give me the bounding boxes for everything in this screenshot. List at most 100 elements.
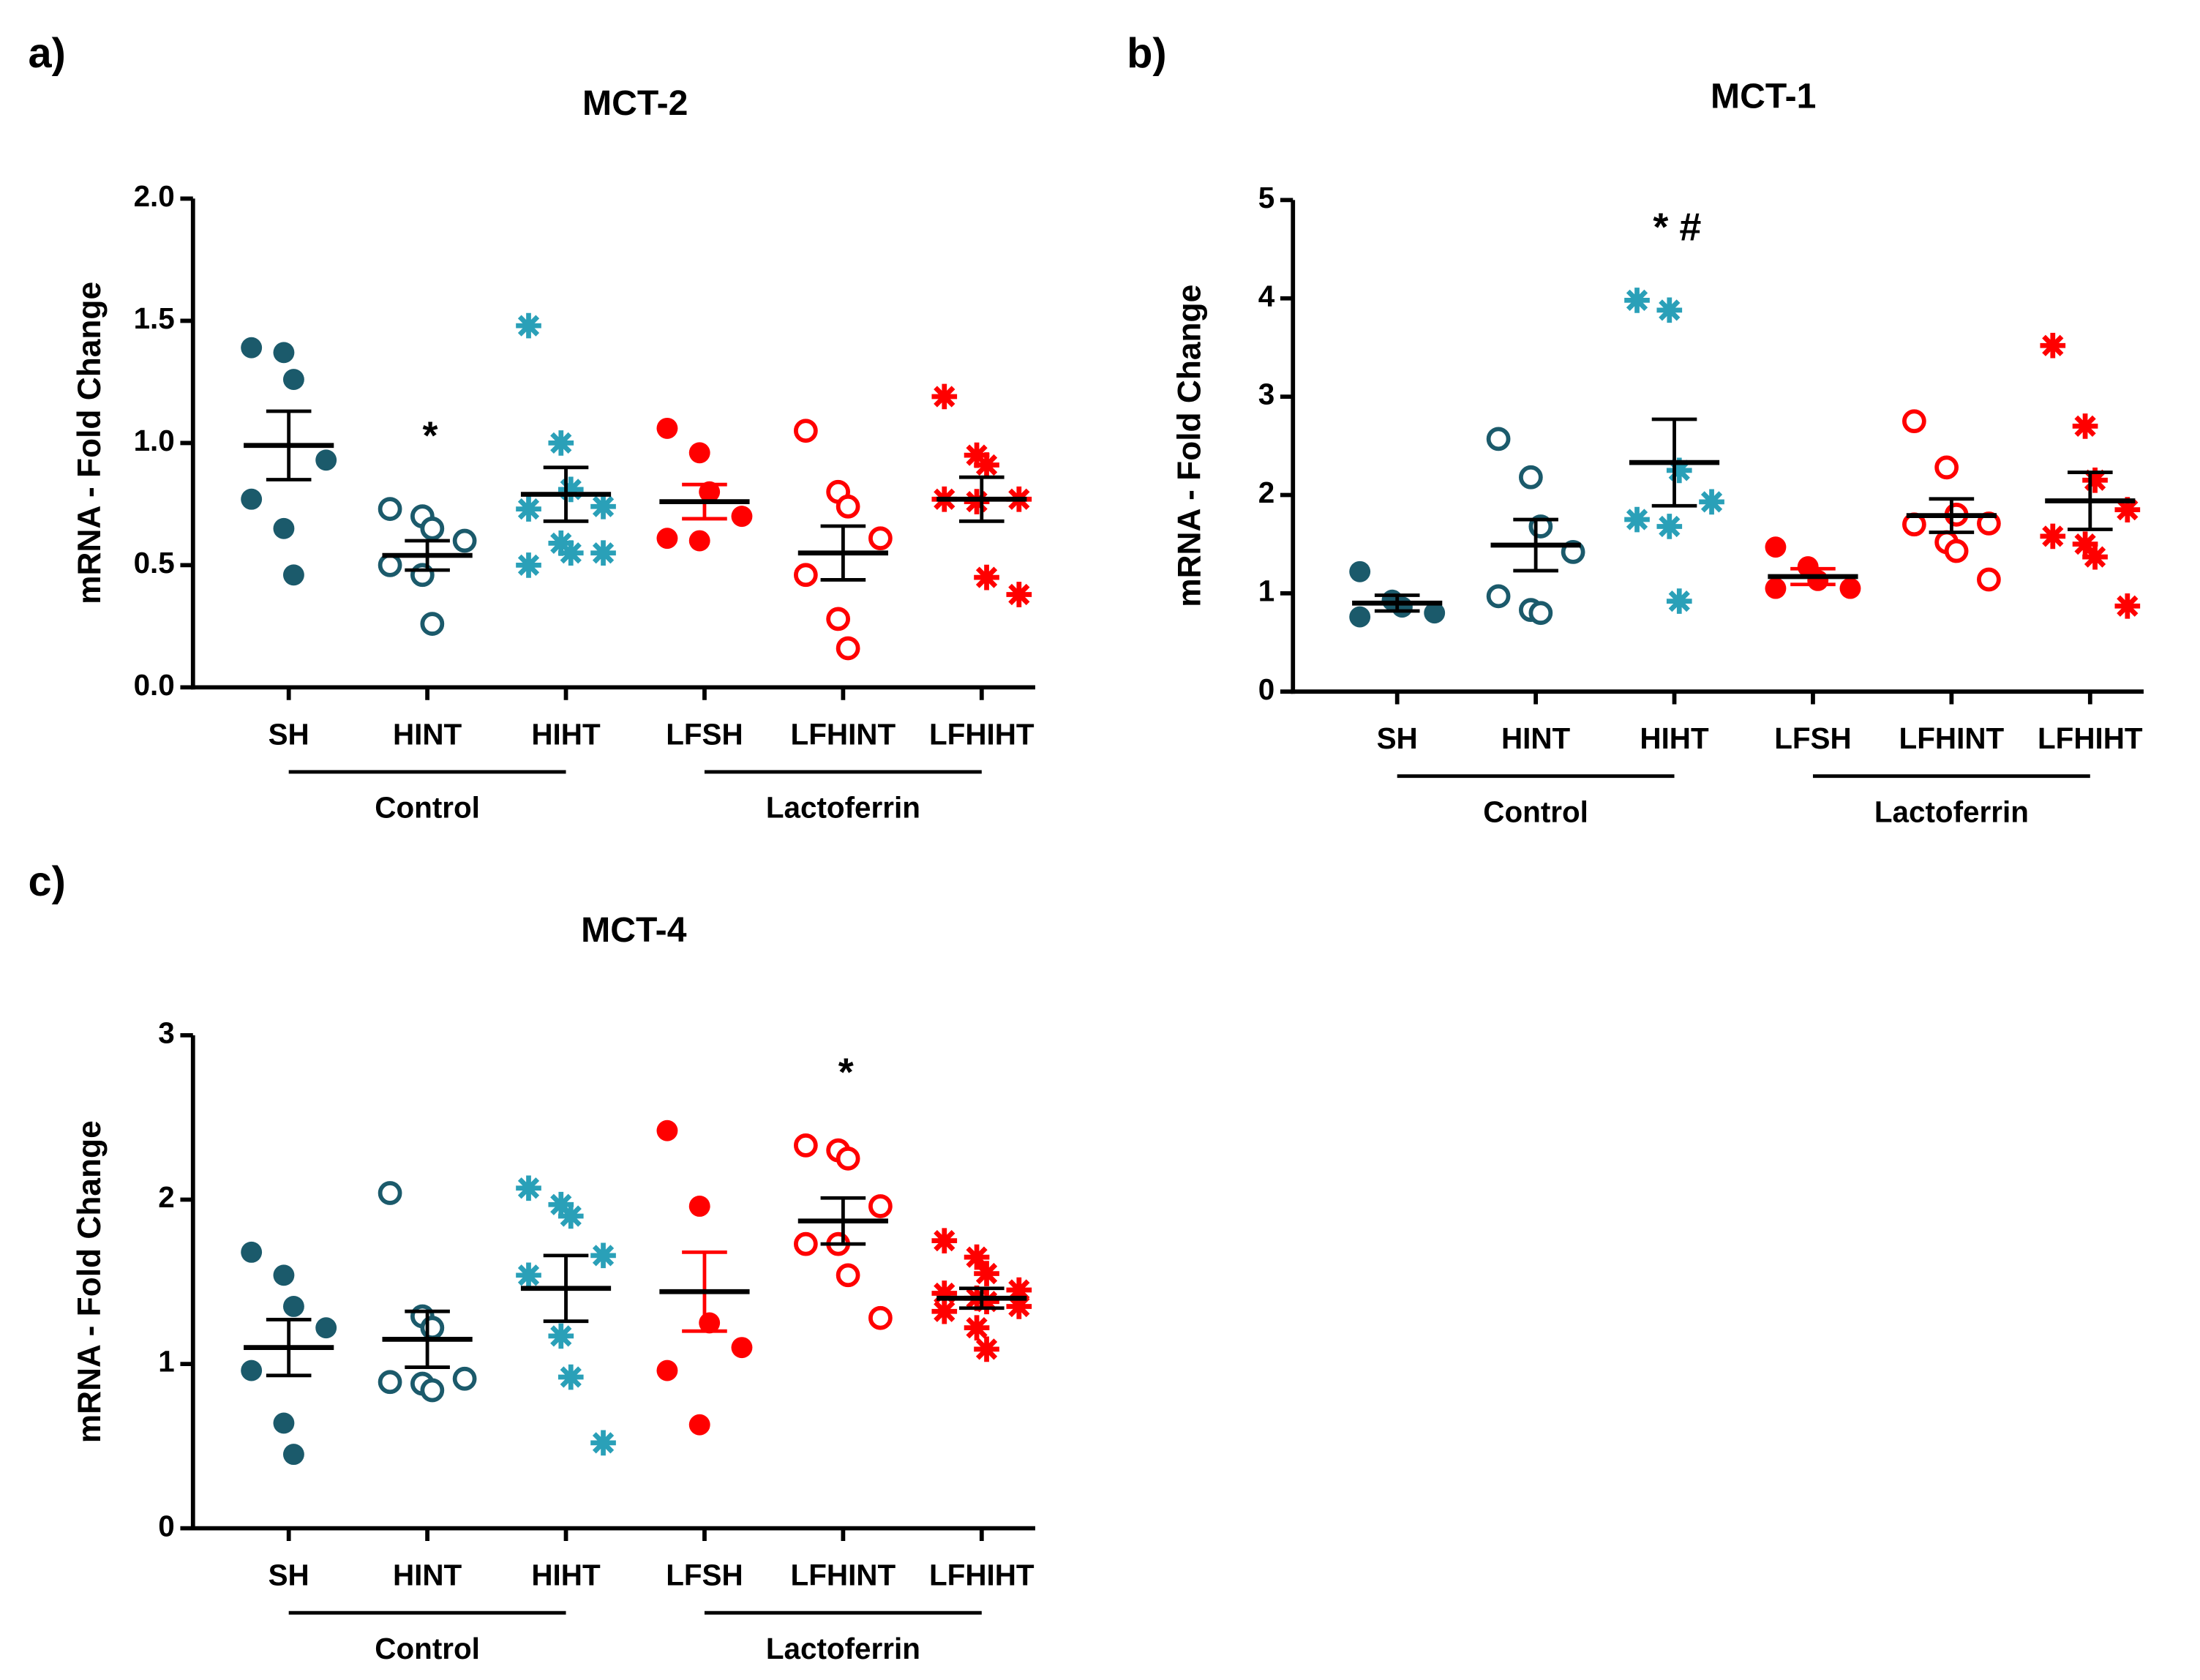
- data-point: [1486, 427, 1511, 451]
- y-tick-label: 2: [1258, 476, 1274, 509]
- x-tick-label: SH: [269, 1559, 309, 1592]
- data-point: [731, 1337, 753, 1359]
- x-tick-label: HINT: [393, 717, 462, 751]
- data-point: [557, 476, 584, 503]
- data-point: [868, 526, 893, 551]
- data-point: [868, 1305, 893, 1330]
- y-tick-label: 0.0: [134, 668, 175, 702]
- data-point: [548, 430, 574, 456]
- data-point: [282, 1444, 304, 1466]
- data-point: [793, 563, 818, 588]
- data-point: [516, 1262, 541, 1289]
- data-point: [1656, 514, 1683, 539]
- data-point: [273, 1412, 295, 1434]
- data-point: [836, 1263, 860, 1288]
- data-point: [2040, 523, 2066, 550]
- y-tick-label: 2.0: [134, 179, 175, 213]
- data-point: [315, 449, 337, 471]
- data-point: [420, 1316, 445, 1340]
- x-tick-label: LFSH: [1774, 721, 1852, 755]
- data-point: [793, 1231, 818, 1256]
- group-label: Lactoferrin: [766, 1632, 920, 1665]
- data-point: [964, 442, 990, 468]
- data-point: [1486, 584, 1511, 609]
- data-point: [590, 1430, 616, 1456]
- chart-title: MCT-4: [581, 910, 687, 950]
- data-point: [516, 312, 541, 339]
- data-point: [1424, 602, 1446, 624]
- y-tick-label: 4: [1258, 279, 1275, 312]
- data-point: [273, 517, 295, 539]
- y-axis-label: mRNA - Fold Change: [72, 282, 108, 604]
- data-point: [557, 1203, 584, 1229]
- data-point: [420, 516, 445, 541]
- x-tick-label: LFHINT: [1899, 721, 2005, 755]
- data-point: [516, 496, 541, 522]
- data-point: [2082, 544, 2108, 570]
- y-tick-label: 0: [1258, 672, 1274, 706]
- data-point: [1977, 567, 2001, 592]
- x-tick-label: LFSH: [666, 1559, 743, 1592]
- y-tick-label: 0: [158, 1509, 174, 1542]
- data-point: [1528, 601, 1553, 626]
- data-point: [974, 1289, 999, 1315]
- data-point: [2114, 497, 2141, 522]
- chart: a) MCT-2 mRNA - Fold Change 0.0 0.5 1.0 1.5 2.0…: [29, 30, 1035, 825]
- data-point: [656, 1360, 678, 1381]
- data-point: [1934, 455, 1959, 480]
- data-point: [1624, 506, 1650, 533]
- data-point: [836, 1146, 860, 1171]
- data-point: [931, 1298, 958, 1324]
- data-point: [1666, 588, 1692, 614]
- data-point: [1006, 1294, 1032, 1319]
- panel-label: c): [29, 858, 66, 905]
- data-point: [420, 1378, 445, 1403]
- data-point: [282, 369, 304, 391]
- data-point: [241, 337, 263, 359]
- data-point: [273, 342, 295, 364]
- data-point: [1902, 409, 1926, 434]
- y-tick-label: 1.5: [134, 301, 175, 335]
- data-point: [974, 1336, 999, 1362]
- panel-label: a): [29, 30, 66, 77]
- data-point: [273, 1264, 295, 1286]
- data-point: [868, 1194, 893, 1218]
- data-point: [241, 1241, 263, 1263]
- data-point: [1006, 1277, 1032, 1303]
- annotation: *: [838, 1050, 854, 1094]
- data-point: [590, 1242, 616, 1269]
- data-point: [241, 488, 263, 510]
- data-point: [826, 607, 850, 631]
- group-label: Control: [375, 1632, 480, 1665]
- data-point: [931, 383, 958, 410]
- x-tick-label: HIHT: [531, 1559, 601, 1592]
- x-tick-label: LFHIHT: [2038, 721, 2143, 755]
- data-point: [516, 552, 541, 578]
- y-tick-label: 3: [1258, 378, 1274, 411]
- y-tick-label: 1.0: [134, 424, 175, 457]
- data-point: [974, 452, 999, 478]
- data-point: [2114, 593, 2141, 619]
- y-axis-label: mRNA - Fold Change: [1171, 285, 1207, 607]
- data-point: [656, 417, 678, 439]
- x-tick-label: LFSH: [666, 717, 743, 751]
- data-point: [282, 564, 304, 586]
- data-point: [452, 528, 477, 553]
- y-tick-label: 1: [1258, 574, 1274, 608]
- x-tick-label: HIHT: [531, 717, 601, 751]
- data-point: [378, 1181, 402, 1205]
- x-tick-label: SH: [269, 717, 309, 751]
- data-point: [1839, 577, 1861, 599]
- x-tick-label: HINT: [393, 1559, 462, 1592]
- data-point: [2072, 531, 2098, 557]
- y-tick-label: 2: [158, 1180, 174, 1214]
- data-point: [378, 553, 402, 577]
- data-point: [2040, 332, 2066, 359]
- x-tick-label: LFHIHT: [929, 1559, 1035, 1592]
- data-point: [836, 636, 860, 661]
- data-point: [548, 530, 574, 556]
- x-tick-label: SH: [1377, 721, 1418, 755]
- chart: b) MCT-1 mRNA - Fold Change 0 1 2 3 4 5 SH HINT HIH…: [1127, 30, 2144, 828]
- group-label: Control: [1483, 795, 1588, 828]
